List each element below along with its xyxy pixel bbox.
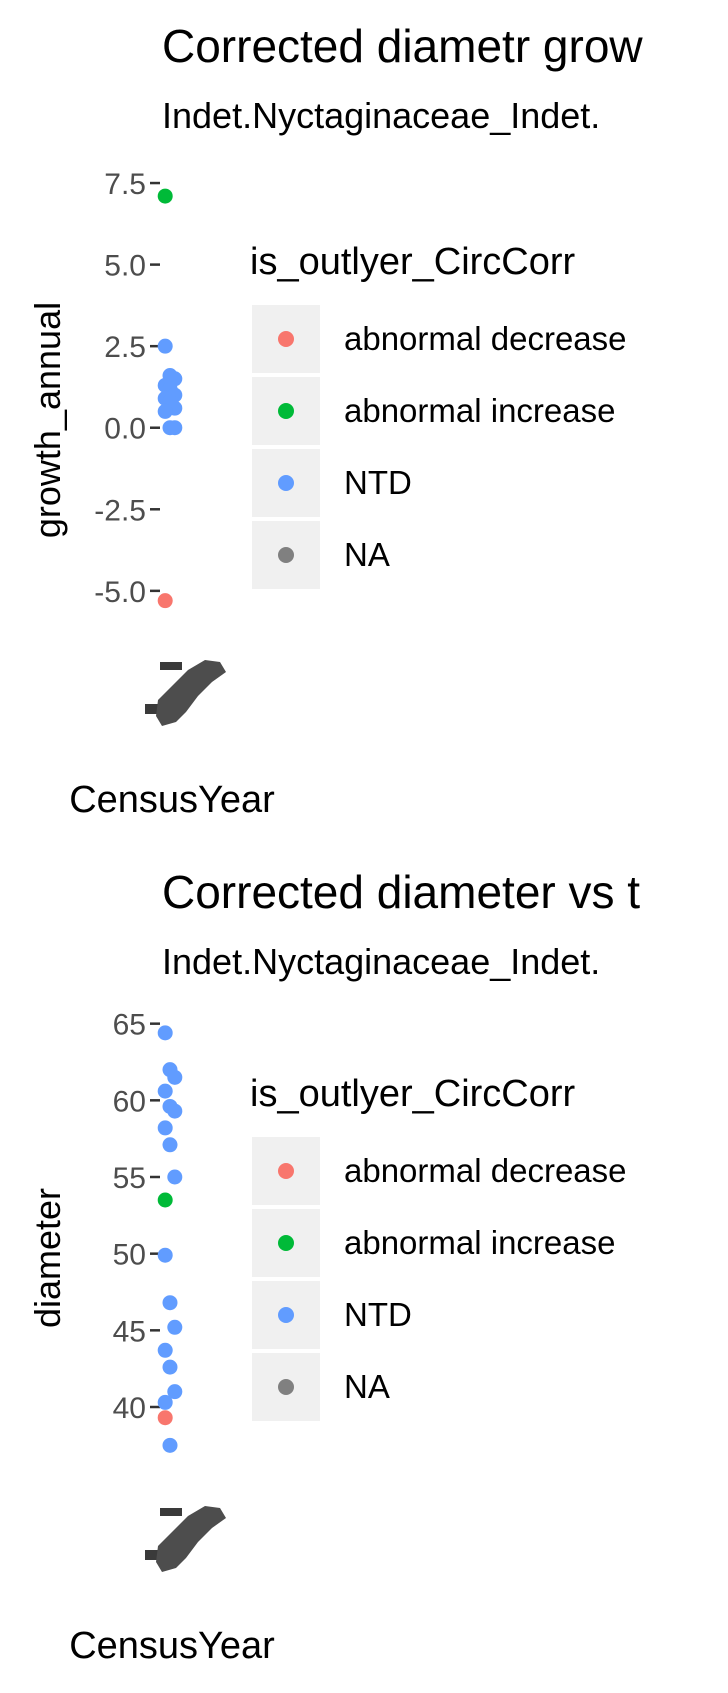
data-point (167, 1169, 183, 1185)
data-point (157, 1025, 173, 1041)
y-tick-label: 5.0 (104, 250, 146, 283)
data-point (167, 1384, 183, 1400)
y-tick-label: 50 (113, 1239, 146, 1272)
y-axis-label: diameter (27, 1188, 68, 1328)
y-tick-label: 55 (113, 1162, 146, 1195)
data-point (157, 338, 173, 354)
data-point (157, 1342, 173, 1358)
legend-label: NTD (344, 464, 412, 501)
legend-label: abnormal decrease (344, 320, 627, 357)
data-point (162, 1295, 178, 1311)
growth-chart: Corrected diametr grow Indet.Nyctaginace… (27, 20, 643, 821)
y-tick-label: 65 (113, 1009, 146, 1042)
legend-label: abnormal decrease (344, 1152, 627, 1189)
data-point (167, 420, 183, 436)
legend-label: abnormal increase (344, 392, 615, 429)
legend-title: is_outlyer_CircCorr (250, 241, 576, 283)
legend-label: abnormal increase (344, 1224, 615, 1261)
x-axis-tick-labels (145, 1506, 226, 1572)
y-tick-label: 60 (113, 1085, 146, 1118)
data-point (157, 1410, 173, 1426)
data-point (157, 1192, 173, 1208)
legend-title: is_outlyer_CircCorr (250, 1073, 576, 1115)
y-tick-label: 45 (113, 1315, 146, 1348)
diameter-chart: Corrected diameter vs t Indet.Nyctaginac… (27, 866, 640, 1667)
y-tick-label: 7.5 (104, 168, 146, 201)
chart-title: Corrected diameter vs t (162, 866, 640, 918)
legend-label: NA (344, 536, 390, 573)
x-axis-label: CensusYear (69, 1625, 275, 1667)
data-point (157, 188, 173, 204)
chart-subtitle: Indet.Nyctaginaceae_Indet. (162, 95, 600, 136)
data-point (157, 403, 173, 419)
legend-key-dot (278, 1163, 294, 1179)
x-tick-label-clutter (160, 662, 182, 670)
y-tick-label: 2.5 (104, 331, 146, 364)
y-tick-label: -5.0 (94, 576, 146, 609)
data-point (157, 1394, 173, 1410)
legend: is_outlyer_CircCorr abnormal decrease abn… (250, 1073, 627, 1421)
data-point (167, 1069, 183, 1085)
x-tick-label-clutter (160, 1508, 182, 1516)
x-tick-label-clutter (156, 1506, 226, 1572)
legend: is_outlyer_CircCorr abnormal decrease abn… (250, 241, 627, 589)
legend-label: NA (344, 1368, 390, 1405)
y-tick-label: 0.0 (104, 413, 146, 446)
y-tick-label: 40 (113, 1392, 146, 1425)
data-point (162, 1359, 178, 1375)
data-point (157, 1083, 173, 1099)
data-point (157, 593, 173, 609)
legend-key-dot (278, 331, 294, 347)
legend-key-dot (278, 1307, 294, 1323)
legend-key-dot (278, 1379, 294, 1395)
legend-key-dot (278, 547, 294, 563)
data-point (162, 1437, 178, 1453)
legend-label: NTD (344, 1296, 412, 1333)
x-axis-label: CensusYear (69, 779, 275, 821)
data-point (162, 1137, 178, 1153)
data-point (157, 1120, 173, 1136)
y-tick-label: -2.5 (94, 494, 146, 527)
legend-key-dot (278, 403, 294, 419)
legend-key-dot (278, 1235, 294, 1251)
legend-key-dot (278, 475, 294, 491)
x-tick-label-clutter (156, 660, 226, 726)
data-point (157, 1247, 173, 1263)
chart-subtitle: Indet.Nyctaginaceae_Indet. (162, 941, 600, 982)
data-point (167, 1103, 183, 1119)
x-axis-tick-labels (145, 660, 226, 726)
chart-title: Corrected diametr grow (162, 20, 643, 72)
data-point (167, 1319, 183, 1335)
y-axis-label: growth_annual (27, 302, 68, 538)
